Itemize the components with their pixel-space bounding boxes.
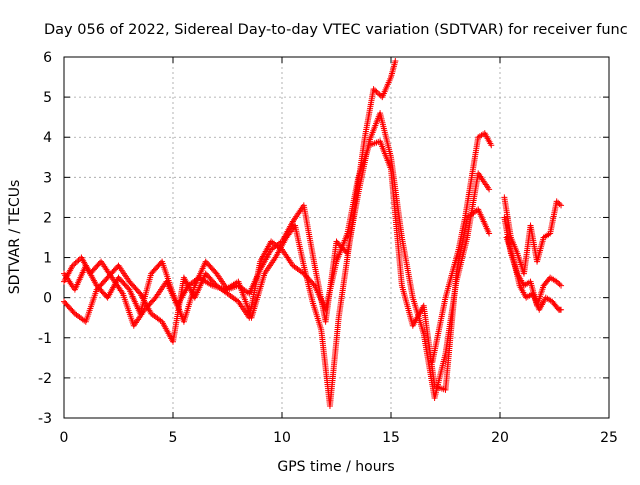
x-tick-label: 20 [491, 430, 509, 446]
x-tick-label: 15 [382, 430, 400, 446]
data-point [486, 186, 493, 193]
data-point [555, 199, 562, 206]
x-axis-label: GPS time / hours [277, 459, 394, 475]
y-tick-label: 2 [43, 210, 52, 226]
series-track-e [501, 194, 565, 277]
x-tick-label: 0 [60, 430, 69, 446]
series-track-g [503, 234, 565, 313]
plot-frame [63, 56, 610, 419]
data-point [71, 261, 78, 268]
data-point [558, 306, 565, 313]
series-track-d [429, 130, 495, 365]
data-point [555, 279, 562, 286]
data-points [61, 58, 565, 409]
data-point [376, 91, 383, 98]
data-point [488, 142, 495, 149]
chart-title: Day 056 of 2022, Sidereal Day-to-day VTE… [44, 22, 628, 38]
x-tick-labels: 0 5 10 15 20 25 [60, 430, 618, 446]
y-tick-label: -3 [38, 411, 52, 427]
y-tick-label: 3 [43, 170, 52, 186]
y-tick-label: 5 [43, 90, 52, 106]
data-point [136, 289, 143, 296]
axis-ticks [63, 56, 610, 419]
y-tick-label: 6 [43, 50, 52, 66]
data-point [125, 285, 132, 292]
data-point [558, 282, 565, 289]
x-tick-label: 10 [273, 430, 291, 446]
data-point [553, 278, 560, 285]
data-point [553, 198, 560, 205]
data-point [556, 201, 563, 208]
y-tick-label: -1 [38, 331, 52, 347]
data-point [556, 281, 563, 288]
data-point [486, 230, 493, 237]
data-point [72, 259, 79, 266]
data-point [392, 58, 399, 65]
data-point [310, 281, 317, 288]
x-tick-label: 25 [600, 430, 618, 446]
data-point [370, 86, 377, 93]
data-point [69, 262, 76, 269]
y-axis-label: SDTVAR / TECUs [7, 180, 23, 295]
series-track-c [61, 138, 493, 393]
y-tick-label: -2 [38, 371, 52, 387]
y-tick-label: 4 [43, 130, 52, 146]
data-point [372, 87, 379, 94]
data-point [74, 258, 81, 265]
data-point [558, 202, 565, 209]
data-point [374, 90, 381, 97]
y-tick-labels: -3 -2 -1 0 1 2 3 4 5 6 [38, 50, 52, 427]
data-point [75, 257, 82, 264]
data-point [373, 88, 380, 95]
x-tick-label: 5 [169, 430, 178, 446]
y-tick-label: 0 [43, 291, 52, 307]
y-tick-label: 1 [43, 251, 52, 267]
